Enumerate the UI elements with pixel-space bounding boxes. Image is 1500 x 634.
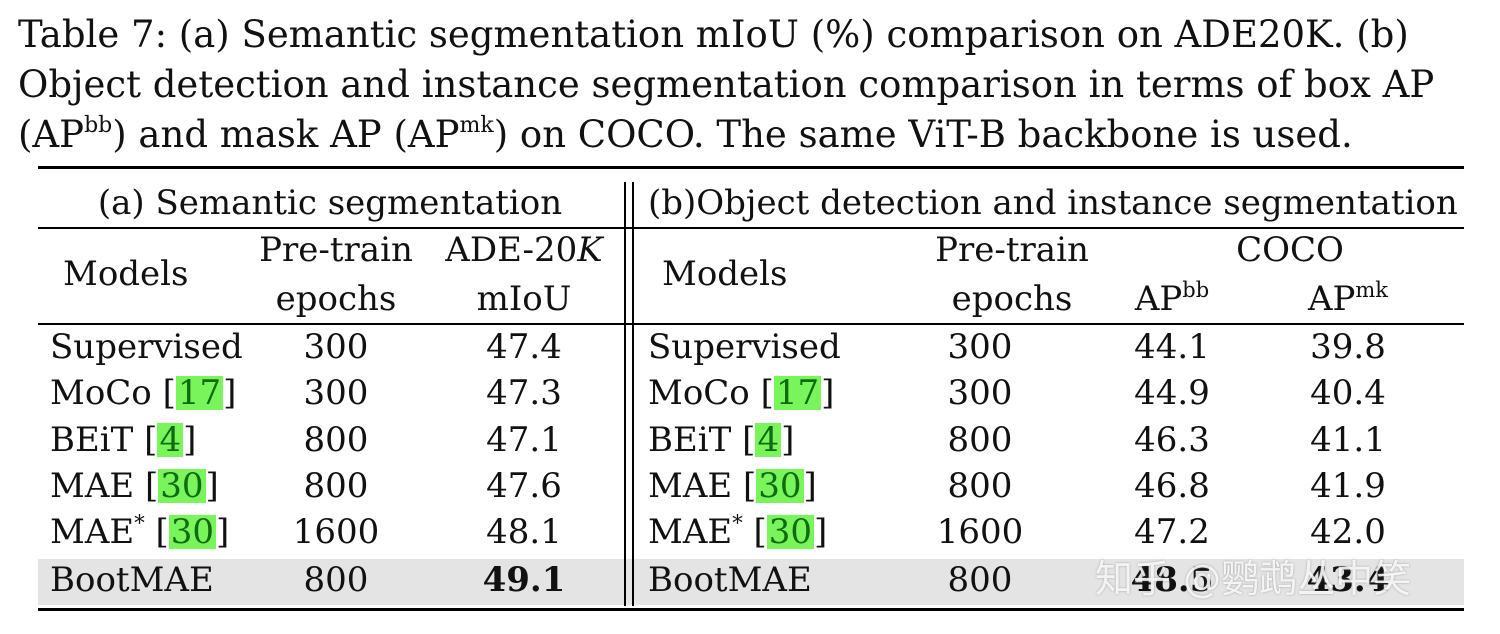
- right-epochs-cell: 800: [947, 560, 1013, 600]
- citation-link[interactable]: 30: [168, 512, 217, 552]
- right-apmk-cell: 42.0: [1310, 512, 1386, 552]
- zhihu-watermark: 知乎 @鹦鹉丛中笑: [1095, 557, 1412, 601]
- right-apmk-cell: 40.4: [1310, 373, 1386, 413]
- left-epochs-cell: 300: [303, 373, 369, 413]
- right-epochs-cell: 300: [947, 373, 1013, 413]
- divider-left: [624, 182, 626, 606]
- right-apbb-cell: 44.9: [1134, 373, 1210, 413]
- right-model-moco: MoCo [17]: [648, 373, 835, 413]
- bootmae-row-highlight: [38, 559, 1464, 605]
- right-epochs-cell: 800: [947, 420, 1013, 460]
- left-miou-cell: 47.3: [486, 373, 562, 413]
- header-rule: [38, 323, 1464, 325]
- left-title: (a) Semantic segmentation: [97, 183, 563, 223]
- left-model-moco: MoCo [17]: [50, 373, 237, 413]
- title-rule: [38, 227, 1464, 229]
- table-caption: Table 7: (a) Semantic segmentation mIoU …: [18, 10, 1484, 160]
- caption-line-1: Table 7: (a) Semantic segmentation mIoU …: [18, 13, 1409, 56]
- right-apmk-cell: 41.9: [1310, 466, 1386, 506]
- left-model-beit: BEiT [4]: [50, 420, 197, 460]
- citation-link[interactable]: 17: [175, 373, 224, 413]
- right-epochs-cell: 800: [947, 466, 1013, 506]
- top-rule: [38, 166, 1464, 169]
- right-model-beit: BEiT [4]: [648, 420, 795, 460]
- left-miou-cell: 47.6: [486, 466, 562, 506]
- right-header-apmk: APmk: [1307, 278, 1389, 319]
- right-model-mae: MAE [30]: [648, 466, 817, 506]
- left-header-miou: mIoU: [476, 279, 572, 319]
- right-apbb-best: 48.5: [1130, 560, 1214, 600]
- right-apmk-best: 43.4: [1306, 560, 1390, 600]
- right-epochs-cell: 1600: [936, 512, 1024, 552]
- right-apmk-cell: 41.1: [1310, 420, 1386, 460]
- left-epochs-cell: 800: [303, 466, 369, 506]
- left-header-models: Models: [63, 254, 189, 294]
- right-epochs-cell: 300: [947, 327, 1013, 367]
- right-apbb-cell: 46.8: [1134, 466, 1210, 506]
- citation-link[interactable]: 30: [158, 466, 206, 506]
- right-model-mae-star: MAE* [30]: [648, 511, 828, 552]
- left-epochs-cell: 1600: [292, 512, 380, 552]
- right-apbb-cell: 46.3: [1134, 420, 1210, 460]
- right-model-bootmae: BootMAE: [648, 560, 812, 600]
- right-apbb-cell: 44.1: [1134, 327, 1210, 367]
- right-apmk-cell: 39.8: [1310, 327, 1386, 367]
- left-miou-cell: 48.1: [486, 512, 562, 552]
- citation-link[interactable]: 4: [755, 420, 782, 460]
- left-header-epochs: epochs: [275, 279, 397, 319]
- left-model-supervised: Supervised: [50, 327, 243, 367]
- divider-right: [632, 182, 634, 606]
- bottom-rule: [38, 608, 1464, 611]
- citation-link[interactable]: 30: [766, 512, 815, 552]
- citation-link[interactable]: 30: [756, 466, 804, 506]
- left-miou-best: 49.1: [482, 560, 566, 600]
- left-header-ade: ADE-20K: [445, 230, 603, 270]
- caption-line-2: Object detection and instance segmentati…: [18, 63, 1435, 106]
- left-epochs-cell: 800: [303, 420, 369, 460]
- left-model-mae: MAE [30]: [50, 466, 219, 506]
- right-header-apbb: APbb: [1134, 278, 1210, 319]
- right-header-pretrain: Pre-train: [935, 230, 1089, 270]
- left-header-pretrain: Pre-train: [259, 230, 413, 270]
- right-header-coco: COCO: [1236, 230, 1344, 270]
- left-miou-cell: 47.4: [486, 327, 562, 367]
- citation-link[interactable]: 17: [773, 373, 822, 413]
- right-title: (b)Object detection and instance segment…: [648, 183, 1458, 223]
- right-model-supervised: Supervised: [648, 327, 841, 367]
- right-header-models: Models: [662, 254, 788, 294]
- left-model-bootmae: BootMAE: [50, 560, 214, 600]
- left-model-mae-star: MAE* [30]: [50, 511, 230, 552]
- right-apbb-cell: 47.2: [1134, 512, 1210, 552]
- caption-line-3: (APbb) and mask AP (APmk) on COCO. The s…: [18, 113, 1353, 156]
- citation-link[interactable]: 4: [157, 420, 184, 460]
- right-header-epochs: epochs: [951, 279, 1073, 319]
- left-epochs-cell: 300: [303, 327, 369, 367]
- left-epochs-cell: 800: [303, 560, 369, 600]
- left-miou-cell: 47.1: [486, 420, 562, 460]
